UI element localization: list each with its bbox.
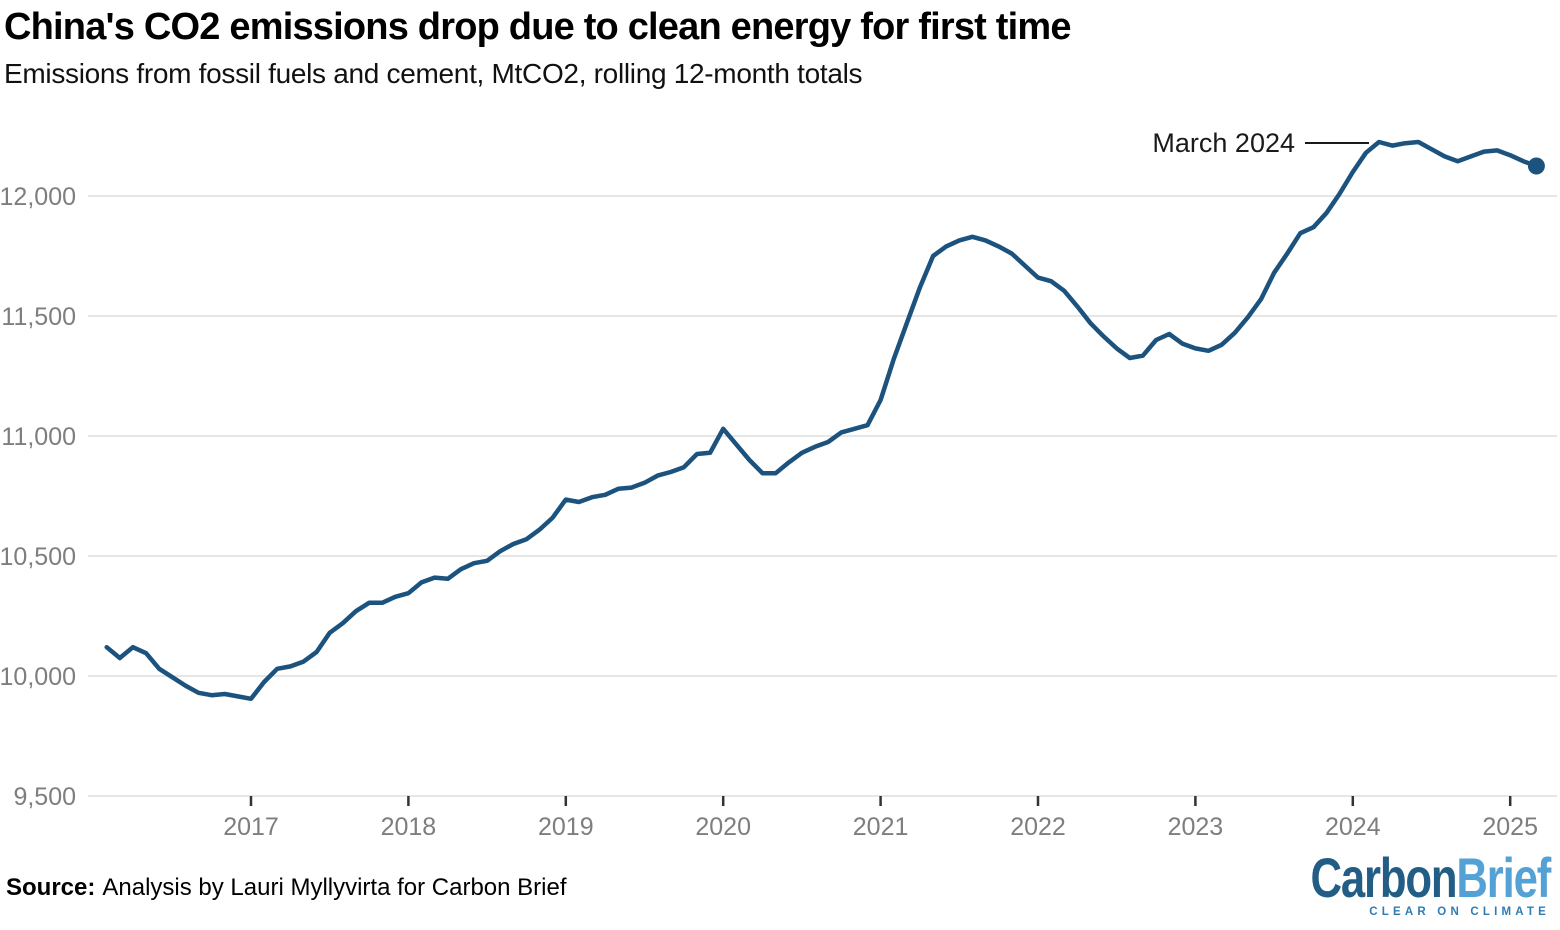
x-axis-label: 2023 xyxy=(1168,813,1224,841)
chart-subtitle: Emissions from fossil fuels and cement, … xyxy=(4,58,863,89)
logo-wordmark: CarbonBrief xyxy=(1310,850,1551,906)
annotation-label: March 2024 xyxy=(1152,128,1295,158)
y-axis-label: 11,000 xyxy=(1,423,76,451)
logo-tagline: CLEAR ON CLIMATE xyxy=(1369,906,1550,918)
source-text: Analysis by Lauri Myllyvirta for Carbon … xyxy=(102,874,567,901)
x-axis-label: 2024 xyxy=(1325,813,1381,841)
logo-carbon: Carbon xyxy=(1310,846,1457,909)
y-axis-label: 11,500 xyxy=(1,303,76,331)
y-axis-label: 12,000 xyxy=(0,183,76,211)
y-axis-label: 10,500 xyxy=(0,543,76,571)
x-axis-label: 2025 xyxy=(1482,813,1538,841)
x-axis-label: 2019 xyxy=(538,813,594,841)
carbonbrief-logo: CarbonBrief CLEAR ON CLIMATE xyxy=(1243,850,1551,919)
x-axis-label: 2017 xyxy=(223,813,279,841)
latest-point-marker xyxy=(1527,157,1545,175)
x-axis-label: 2021 xyxy=(853,813,909,841)
emissions-series-line xyxy=(104,139,1539,702)
x-axis-label: 2020 xyxy=(695,813,751,841)
y-axis-label: 10,000 xyxy=(0,663,76,691)
source-note: Source: Analysis by Lauri Myllyvirta for … xyxy=(6,874,567,902)
chart-title: China's CO2 emissions drop due to clean … xyxy=(4,6,1072,48)
logo-brief: Brief xyxy=(1456,846,1551,909)
y-axis-label: 9,500 xyxy=(13,783,76,811)
source-label: Source: xyxy=(6,874,96,901)
x-axis-label: 2018 xyxy=(381,813,437,841)
x-axis-label: 2022 xyxy=(1010,813,1066,841)
